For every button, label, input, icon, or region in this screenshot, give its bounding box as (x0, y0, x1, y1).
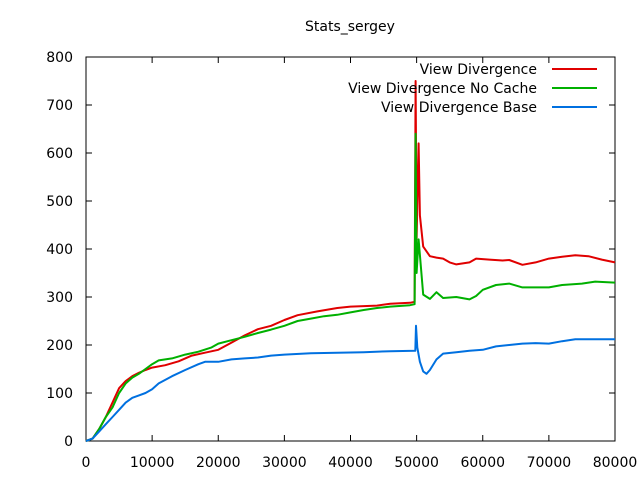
x-tick-label: 20000 (196, 455, 241, 471)
y-tick-label: 800 (46, 50, 73, 66)
series-line-2 (85, 132, 616, 442)
y-tick-label: 100 (46, 386, 73, 402)
x-tick-label: 10000 (130, 455, 175, 471)
x-axis: 0 10000 20000 30000 40000 50000 60000 70000 8000… (82, 57, 638, 471)
x-tick-label: 30000 (262, 455, 307, 471)
x-tick-label: 60000 (460, 455, 505, 471)
y-tick-label: 700 (46, 98, 73, 114)
series-lines (85, 80, 616, 442)
legend-label-2: View Divergence No Cache (348, 81, 537, 97)
x-tick-label: 50000 (394, 455, 439, 471)
y-axis: 0 100 200 300 400 500 600 700 800 (46, 50, 615, 450)
legend-label-3: View Divergence Base (381, 100, 537, 116)
y-tick-label: 500 (46, 194, 73, 210)
legend: View Divergence View Divergence No Cache V… (348, 62, 597, 116)
x-tick-label: 70000 (527, 455, 572, 471)
series-line-3 (85, 324, 615, 442)
series-line-1 (85, 80, 616, 442)
x-tick-label: 0 (82, 455, 91, 471)
y-tick-label: 600 (46, 146, 73, 162)
x-tick-label: 40000 (328, 455, 373, 471)
y-tick-label: 400 (46, 242, 73, 258)
y-tick-label: 200 (46, 338, 73, 354)
chart-title: Stats_sergey (305, 19, 395, 35)
y-tick-label: 300 (46, 290, 73, 306)
x-tick-label: 80000 (593, 455, 638, 471)
y-tick-label: 0 (64, 434, 73, 450)
legend-label-1: View Divergence (420, 62, 537, 78)
